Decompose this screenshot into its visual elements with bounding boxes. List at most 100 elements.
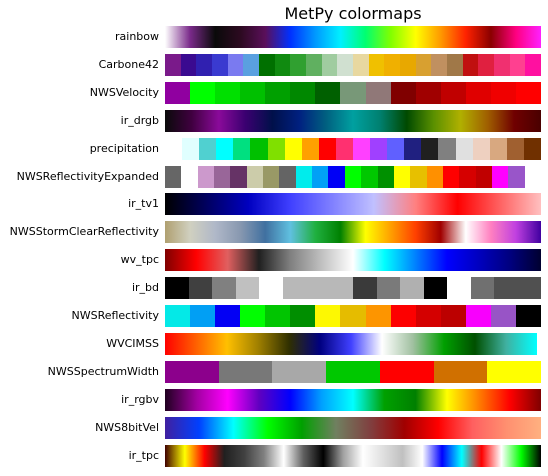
colormap-segment (400, 277, 425, 300)
colormap-segment (199, 137, 218, 160)
colormap-segment (306, 53, 323, 76)
colormap-segment (353, 277, 378, 300)
colormap-segment (259, 53, 276, 76)
colormap-segment (353, 53, 370, 76)
colormap-segment (165, 165, 183, 188)
colormap-segment (440, 81, 467, 104)
colormap-segment (230, 165, 248, 188)
colormap-segment (165, 81, 192, 104)
colormap-strip (165, 277, 541, 300)
colormap-segment (279, 165, 297, 188)
colormap-strip (165, 193, 541, 216)
chart-title: MetPy colormaps (284, 4, 422, 23)
colormap-segment (390, 81, 417, 104)
colormap-strip (165, 53, 541, 76)
colormap-segment (329, 277, 355, 300)
colormap-label: NWSSpectrumWidth (47, 364, 159, 378)
colormap-segment (506, 137, 526, 160)
colormap-segment (312, 165, 330, 188)
colormap-segment (212, 277, 237, 300)
colormap-segment (415, 53, 433, 76)
colormap-strip (165, 360, 541, 383)
colormap-segment (301, 137, 320, 160)
colormap-strip (165, 444, 541, 467)
colormap-segment (523, 137, 541, 160)
colormap-segment (438, 137, 457, 160)
colormap-segment (365, 81, 392, 104)
colormap-segment (442, 165, 461, 188)
colormap-segment (335, 137, 355, 160)
colormap-segment (487, 360, 541, 383)
colormap-segment (344, 165, 363, 188)
colormap-strip (165, 221, 541, 244)
colormap-segment (508, 165, 526, 188)
colormap-segment (263, 165, 281, 188)
colormap-segment (165, 53, 182, 76)
colormap-segment (517, 277, 541, 300)
colormap-label: wv_tpc (120, 253, 159, 267)
colormap-segment (190, 81, 217, 104)
colormap-segment (447, 277, 472, 300)
colormap-segment (218, 360, 274, 383)
colormap-label: NWSStormClearReflectivity (9, 225, 159, 239)
colormap-label: WVCIMSS (106, 336, 159, 350)
colormap-segment (181, 165, 199, 188)
colormap-strip (165, 81, 541, 104)
colormap-segment (197, 165, 216, 188)
colormap-segment (259, 277, 284, 300)
colormap-segment (290, 305, 317, 327)
colormap-segment (515, 81, 541, 104)
colormap-segment (361, 165, 379, 188)
colormap-segment (321, 53, 339, 76)
colormap-segment (165, 305, 192, 327)
colormap-segment (284, 137, 303, 160)
colormap-segment (421, 137, 440, 160)
colormap-label: ir_tpc (128, 448, 159, 462)
colormap-segment (494, 277, 519, 300)
colormap-strip (165, 109, 541, 132)
colormap-segment (462, 53, 480, 76)
colormap-segment (410, 165, 428, 188)
colormap-segment (215, 81, 242, 104)
colormap-segment (475, 165, 494, 188)
colormap-segment (282, 277, 308, 300)
colormap-segment (272, 360, 328, 383)
colormap-segment (227, 53, 245, 76)
colormap-segment (490, 81, 518, 104)
colormap-segment (368, 53, 386, 76)
colormap-segment (455, 137, 474, 160)
colormap-strip (165, 332, 538, 355)
colormap-segment (433, 360, 489, 383)
colormap-segment (337, 53, 355, 76)
colormap-label: ir_bd (131, 281, 159, 295)
colormap-segment (472, 137, 491, 160)
colormap-segment (318, 137, 338, 160)
colormap-segment (440, 305, 467, 327)
colormap-label: precipitation (89, 141, 159, 155)
colormap-segment (465, 81, 492, 104)
colormap-segment (353, 137, 372, 160)
colormap-segment (489, 137, 508, 160)
colormap-segment (165, 277, 190, 300)
colormap-segment (426, 165, 445, 188)
colormap-segment (306, 277, 331, 300)
colormap-segment (190, 305, 217, 327)
colormap-segment (240, 81, 267, 104)
colormap-segment (243, 53, 261, 76)
colormap-segment (315, 305, 342, 327)
colormap-segment (390, 305, 417, 327)
colormap-label: NWSVelocity (89, 85, 159, 99)
colormap-segment (377, 165, 395, 188)
colormap-segment (196, 53, 214, 76)
colormap-segment (478, 53, 496, 76)
colormap-segment (459, 165, 477, 188)
colormap-segment (404, 137, 423, 160)
colormap-label: Carbone42 (98, 57, 159, 71)
colormap-segment (376, 277, 402, 300)
colormap-segment (423, 277, 449, 300)
colormap-segment (267, 137, 286, 160)
colormap-segment (188, 277, 214, 300)
colormap-segment (328, 165, 346, 188)
colormap-segment (290, 53, 308, 76)
